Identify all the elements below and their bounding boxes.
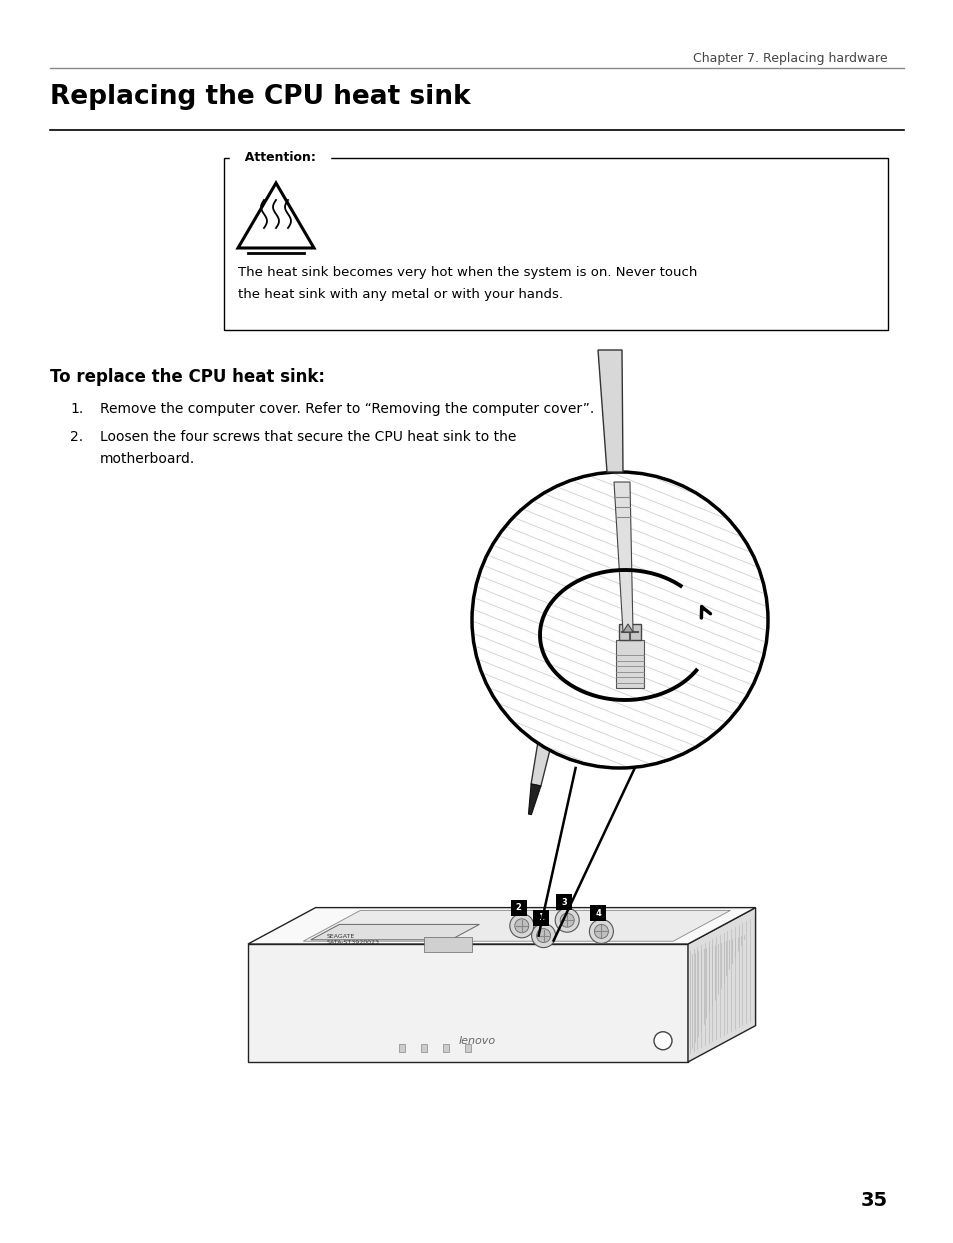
FancyBboxPatch shape bbox=[590, 905, 606, 921]
Polygon shape bbox=[616, 640, 643, 687]
Polygon shape bbox=[248, 907, 755, 943]
Bar bbox=[442, 1044, 449, 1052]
Text: SEAGATE
SATA-ST3920023: SEAGATE SATA-ST3920023 bbox=[326, 935, 378, 945]
Polygon shape bbox=[614, 482, 633, 631]
Polygon shape bbox=[531, 481, 615, 786]
Text: motherboard.: motherboard. bbox=[100, 452, 195, 466]
Text: the heat sink with any metal or with your hands.: the heat sink with any metal or with you… bbox=[237, 288, 562, 301]
Text: 35: 35 bbox=[860, 1191, 887, 1209]
Circle shape bbox=[509, 914, 534, 937]
FancyBboxPatch shape bbox=[532, 910, 548, 926]
Polygon shape bbox=[311, 925, 479, 940]
Text: 1.: 1. bbox=[70, 401, 83, 416]
Text: 3: 3 bbox=[560, 897, 566, 906]
Text: 4: 4 bbox=[595, 909, 600, 917]
Text: The heat sink becomes very hot when the system is on. Never touch: The heat sink becomes very hot when the … bbox=[237, 266, 697, 278]
Bar bbox=[420, 1044, 427, 1052]
Circle shape bbox=[654, 1032, 671, 1050]
Circle shape bbox=[536, 929, 550, 942]
Polygon shape bbox=[248, 943, 687, 1062]
Bar bbox=[464, 1044, 471, 1052]
Text: To replace the CPU heat sink:: To replace the CPU heat sink: bbox=[50, 368, 325, 387]
Circle shape bbox=[594, 925, 608, 938]
Bar bbox=[423, 936, 472, 951]
FancyBboxPatch shape bbox=[556, 894, 572, 910]
FancyBboxPatch shape bbox=[618, 624, 640, 640]
Text: 2: 2 bbox=[516, 904, 521, 912]
Circle shape bbox=[515, 919, 528, 932]
Circle shape bbox=[559, 914, 574, 927]
Text: Replacing the CPU heat sink: Replacing the CPU heat sink bbox=[50, 85, 470, 109]
Circle shape bbox=[589, 920, 613, 943]
Polygon shape bbox=[622, 624, 633, 631]
Bar bbox=[224, 158, 887, 329]
Bar bbox=[398, 1044, 405, 1052]
Text: Remove the computer cover. Refer to “Removing the computer cover”.: Remove the computer cover. Refer to “Rem… bbox=[100, 401, 594, 416]
Text: lenovo: lenovo bbox=[457, 1035, 495, 1045]
Text: Chapter 7. Replacing hardware: Chapter 7. Replacing hardware bbox=[693, 52, 887, 65]
Circle shape bbox=[472, 472, 767, 768]
Text: Loosen the four screws that secure the CPU heat sink to the: Loosen the four screws that secure the C… bbox=[100, 430, 516, 444]
Circle shape bbox=[555, 909, 578, 932]
Circle shape bbox=[531, 924, 555, 947]
Polygon shape bbox=[303, 910, 730, 941]
Text: Attention:: Attention: bbox=[235, 150, 324, 164]
Polygon shape bbox=[528, 784, 540, 814]
FancyBboxPatch shape bbox=[510, 900, 526, 916]
Text: 1: 1 bbox=[537, 914, 543, 922]
Polygon shape bbox=[598, 351, 622, 472]
Text: 2.: 2. bbox=[70, 430, 83, 444]
Polygon shape bbox=[687, 907, 755, 1062]
